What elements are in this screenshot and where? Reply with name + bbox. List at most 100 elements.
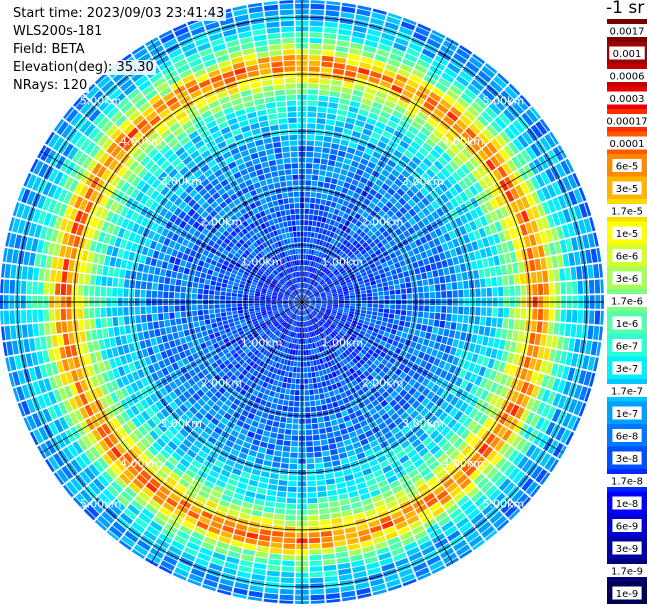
ppi-cell bbox=[452, 339, 459, 348]
ppi-cell bbox=[290, 360, 294, 367]
ppi-cell bbox=[381, 238, 388, 246]
ppi-cell bbox=[251, 573, 266, 581]
ppi-cell bbox=[463, 289, 470, 298]
ppi-cell bbox=[424, 305, 430, 312]
ppi-cell bbox=[214, 331, 221, 338]
ppi-cell bbox=[452, 238, 460, 248]
ppi-cell bbox=[361, 297, 367, 301]
ppi-cell bbox=[356, 8, 371, 17]
ppi-cell bbox=[289, 366, 294, 372]
ppi-cell bbox=[260, 303, 266, 306]
ppi-cell bbox=[475, 288, 481, 297]
ppi-cell bbox=[380, 273, 386, 279]
ppi-cell bbox=[421, 582, 437, 594]
ppi-cell bbox=[276, 404, 283, 411]
ppi-cell bbox=[404, 53, 418, 63]
ppi-cell bbox=[385, 271, 392, 277]
ppi-cell bbox=[271, 536, 283, 543]
ppi-cell bbox=[406, 546, 420, 557]
ppi-cell bbox=[324, 277, 330, 282]
ppi-cell bbox=[521, 343, 528, 355]
ppi-cell bbox=[374, 230, 382, 237]
ppi-cell bbox=[338, 104, 349, 111]
ppi-cell bbox=[405, 316, 412, 322]
ppi-cell bbox=[357, 182, 366, 190]
ppi-cell bbox=[459, 191, 469, 202]
ppi-cell bbox=[324, 223, 330, 230]
ppi-cell bbox=[311, 288, 316, 293]
ppi-cell bbox=[341, 410, 349, 417]
ppi-cell bbox=[511, 101, 524, 115]
ppi-cell bbox=[461, 445, 473, 456]
ppi-cell bbox=[321, 306, 327, 309]
ppi-cell bbox=[347, 202, 355, 210]
ppi-cell bbox=[385, 327, 392, 333]
ppi-cell bbox=[372, 245, 379, 252]
ppi-cell bbox=[295, 350, 298, 356]
ppi-cell bbox=[332, 253, 338, 259]
ppi-cell bbox=[379, 38, 394, 47]
ppi-cell bbox=[345, 341, 352, 347]
ppi-cell bbox=[321, 303, 327, 306]
ppi-cell bbox=[327, 225, 334, 231]
ppi-cell bbox=[433, 144, 445, 155]
ppi-cell bbox=[62, 504, 77, 519]
ppi-cell bbox=[317, 233, 322, 240]
ppi-cell bbox=[393, 319, 400, 325]
ppi-cell bbox=[355, 187, 363, 195]
ppi-cell bbox=[263, 430, 271, 437]
ppi-cell bbox=[274, 415, 281, 422]
ppi-cell bbox=[320, 234, 326, 241]
ppi-cell bbox=[375, 417, 384, 425]
ppi-cell bbox=[369, 276, 375, 282]
ppi-cell bbox=[313, 446, 322, 452]
ppi-cell bbox=[318, 101, 328, 107]
ppi-cell bbox=[286, 509, 296, 515]
ppi-cell bbox=[410, 275, 416, 282]
ppi-cell bbox=[495, 457, 507, 470]
ppi-cell bbox=[387, 436, 397, 445]
ppi-cell bbox=[424, 292, 430, 299]
ppi-cell bbox=[275, 502, 286, 509]
ppi-cell bbox=[426, 325, 433, 333]
ppi-cell bbox=[326, 280, 332, 285]
ppi-cell bbox=[510, 187, 520, 200]
ppi-cell bbox=[317, 112, 327, 119]
ppi-cell bbox=[562, 397, 573, 411]
ppi-cell bbox=[320, 259, 325, 265]
ppi-cell bbox=[304, 265, 307, 271]
ppi-cell bbox=[315, 283, 319, 288]
ppi-cell bbox=[477, 115, 489, 127]
ppi-cell bbox=[318, 327, 323, 333]
ppi-cell bbox=[322, 547, 335, 554]
ppi-cell bbox=[434, 408, 444, 418]
ppi-cell bbox=[454, 331, 461, 340]
ppi-cell bbox=[498, 339, 506, 350]
ppi-cell bbox=[319, 508, 330, 515]
ppi-cell bbox=[338, 387, 345, 394]
ppi-cell bbox=[379, 515, 392, 524]
ppi-cell bbox=[304, 378, 309, 384]
ppi-cell bbox=[453, 539, 467, 551]
ppi-cell bbox=[319, 290, 325, 294]
ppi-cell bbox=[313, 158, 321, 164]
ppi-cell bbox=[523, 356, 531, 369]
ppi-cell bbox=[291, 441, 298, 447]
ppi-cell bbox=[338, 23, 353, 31]
ppi-cell bbox=[374, 1, 389, 10]
ppi-cell bbox=[358, 598, 374, 604]
ppi-cell bbox=[507, 240, 515, 252]
ppi-cell bbox=[318, 271, 323, 277]
ppi-cell bbox=[310, 298, 316, 301]
ppi-cell bbox=[316, 315, 321, 319]
ppi-cell bbox=[384, 342, 392, 349]
ppi-cell bbox=[551, 255, 559, 269]
ppi-cell bbox=[468, 232, 476, 242]
ppi-cell bbox=[363, 252, 370, 259]
ppi-cell bbox=[262, 394, 269, 401]
ppi-cell bbox=[471, 490, 484, 503]
ppi-cell bbox=[378, 209, 386, 217]
ppi-cell bbox=[499, 219, 508, 230]
ppi-cell bbox=[315, 323, 320, 328]
ppi-cell bbox=[357, 277, 363, 282]
